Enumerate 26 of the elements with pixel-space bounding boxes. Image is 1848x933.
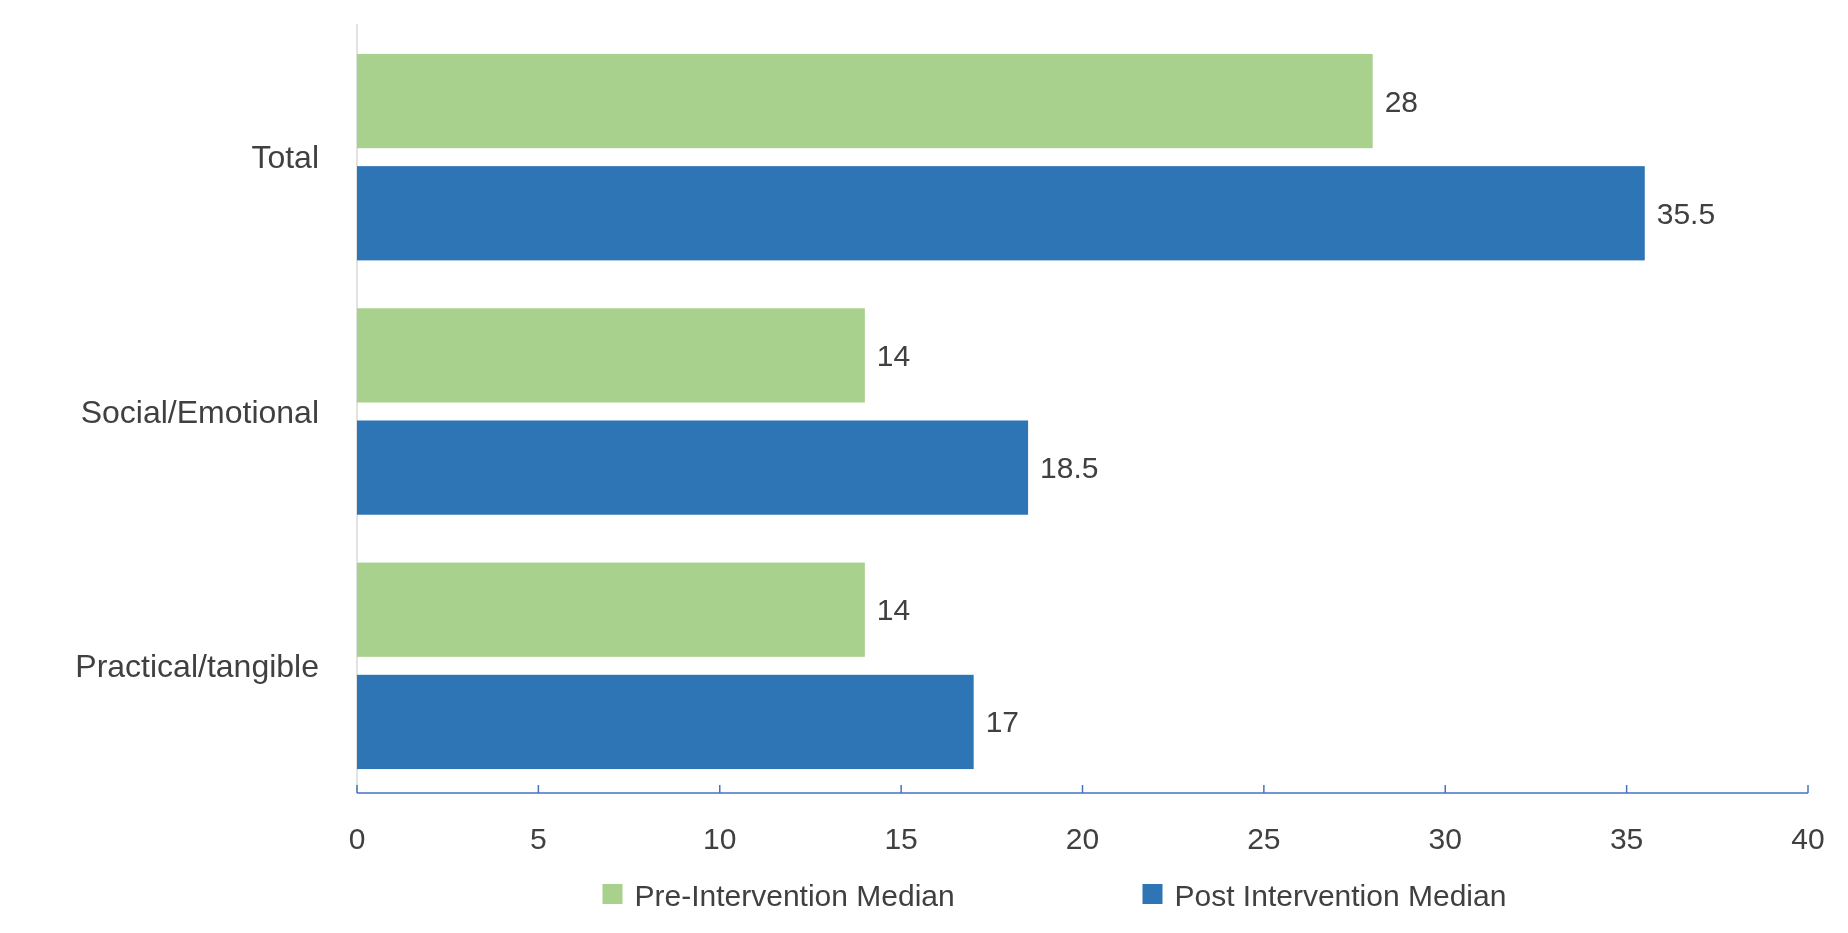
bar	[357, 562, 865, 657]
legend-label: Pre-Intervention Median	[634, 878, 955, 912]
bar	[357, 308, 865, 403]
data-label: 28	[1384, 84, 1419, 118]
bar	[357, 166, 1645, 261]
bar	[357, 420, 1029, 515]
x-tick-label: 30	[1428, 822, 1462, 855]
data-label: 14	[876, 593, 911, 627]
y-tick-label: Social/Emotional	[80, 393, 319, 430]
data-label: 18.5	[1040, 451, 1099, 485]
x-tick-label: 35	[1609, 822, 1644, 855]
data-label: 35.5	[1656, 196, 1716, 230]
data-label: 17	[985, 705, 1020, 739]
bar	[357, 53, 1373, 149]
x-tick-label: 20	[1065, 822, 1100, 855]
legend-label: Post Intervention Median	[1174, 878, 1507, 912]
y-tick-label: Practical/tangible	[75, 648, 319, 685]
x-tick-label: 5	[530, 822, 547, 855]
x-tick-label: 40	[1791, 822, 1825, 855]
y-tick-label: Total	[251, 139, 319, 176]
x-tick-label: 10	[703, 822, 737, 855]
x-tick-label: 15	[884, 822, 918, 855]
x-tick-label: 25	[1247, 822, 1281, 855]
x-tick-label: 0	[348, 822, 366, 855]
bar	[357, 674, 974, 770]
data-label: 14	[876, 338, 911, 372]
